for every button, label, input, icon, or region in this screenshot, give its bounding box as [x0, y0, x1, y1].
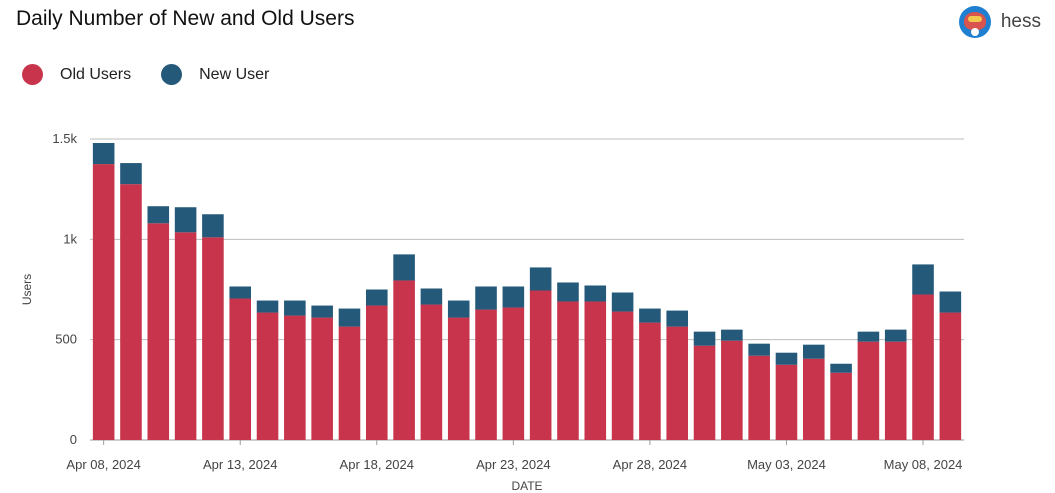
x-tick-label: Apr 08, 2024: [66, 457, 140, 472]
bar-new-user[interactable]: [802, 344, 825, 359]
bar-old-users[interactable]: [420, 304, 443, 440]
bar-new-user[interactable]: [502, 286, 525, 308]
legend-marker-old-users: [22, 64, 43, 85]
bar-old-users[interactable]: [284, 315, 306, 440]
bar-new-user[interactable]: [721, 329, 743, 341]
bar-old-users[interactable]: [611, 311, 634, 440]
x-tick-label: May 03, 2024: [747, 457, 826, 472]
bar-old-users[interactable]: [939, 312, 962, 440]
bar-new-user[interactable]: [475, 286, 497, 310]
bar-new-user[interactable]: [639, 308, 661, 323]
bar-new-user[interactable]: [174, 207, 197, 233]
x-axis-label: DATE: [511, 479, 542, 493]
bar-old-users[interactable]: [693, 345, 716, 440]
bar-old-users[interactable]: [256, 312, 279, 440]
x-tick-label: Apr 28, 2024: [613, 457, 687, 472]
legend-item-old-users[interactable]: Old Users: [22, 64, 131, 85]
user-name: hess: [1000, 11, 1041, 32]
bar-old-users[interactable]: [393, 280, 415, 440]
bar-new-user[interactable]: [338, 308, 361, 327]
bar-old-users[interactable]: [120, 184, 142, 440]
bar-old-users[interactable]: [912, 294, 934, 440]
bar-old-users[interactable]: [775, 364, 798, 440]
bar-old-users[interactable]: [557, 301, 579, 440]
bar-new-user[interactable]: [420, 288, 443, 305]
bar-old-users[interactable]: [639, 322, 661, 440]
bar-new-user[interactable]: [748, 343, 770, 356]
y-tick-label: 0: [70, 432, 77, 447]
bar-new-user[interactable]: [256, 300, 279, 313]
x-tick-label: Apr 23, 2024: [476, 457, 550, 472]
bar-old-users[interactable]: [202, 237, 224, 440]
legend-label-new-user: New User: [199, 65, 270, 83]
legend-item-new-user[interactable]: New User: [161, 64, 269, 85]
bar-new-user[interactable]: [284, 300, 306, 316]
bar-old-users[interactable]: [857, 341, 880, 440]
bar-new-user[interactable]: [311, 305, 333, 318]
bar-new-user[interactable]: [557, 282, 579, 302]
bar-old-users[interactable]: [447, 317, 470, 440]
user-profile[interactable]: hess: [958, 6, 1041, 38]
bar-new-user[interactable]: [693, 331, 716, 346]
bar-new-user[interactable]: [147, 206, 170, 224]
bar-new-user[interactable]: [529, 267, 552, 291]
bar-old-users[interactable]: [92, 164, 115, 440]
avatar[interactable]: [958, 6, 991, 38]
bar-new-user[interactable]: [666, 310, 689, 327]
bar-old-users[interactable]: [147, 223, 170, 440]
x-tick-label: Apr 18, 2024: [340, 457, 414, 472]
bar-old-users[interactable]: [584, 301, 607, 440]
bar-old-users[interactable]: [365, 305, 388, 440]
bar-new-user[interactable]: [393, 254, 415, 281]
bar-new-user[interactable]: [229, 286, 252, 299]
bar-old-users[interactable]: [802, 358, 825, 440]
legend-marker-new-user: [161, 64, 183, 85]
bar-new-user[interactable]: [857, 331, 880, 342]
bar-new-user[interactable]: [775, 352, 798, 365]
bar-old-users[interactable]: [666, 326, 689, 440]
bar-new-user[interactable]: [365, 289, 388, 306]
bar-new-user[interactable]: [447, 300, 470, 318]
bar-new-user[interactable]: [92, 143, 115, 165]
bar-new-user[interactable]: [611, 292, 634, 312]
bar-new-user[interactable]: [830, 363, 852, 373]
bar-old-users[interactable]: [174, 232, 197, 440]
bar-old-users[interactable]: [338, 326, 361, 440]
legend-label-old-users: Old Users: [60, 65, 132, 83]
bar-new-user[interactable]: [912, 264, 934, 295]
x-tick-label: May 08, 2024: [884, 457, 963, 472]
bar-new-user[interactable]: [120, 163, 142, 185]
bar-old-users[interactable]: [830, 372, 852, 440]
bar-old-users[interactable]: [721, 340, 743, 440]
bar-old-users[interactable]: [748, 355, 770, 440]
y-tick-label: 1.5k: [52, 131, 77, 146]
bar-old-users[interactable]: [311, 317, 333, 440]
bar-old-users[interactable]: [229, 298, 252, 440]
bar-new-user[interactable]: [939, 291, 962, 313]
bar-new-user[interactable]: [202, 214, 224, 238]
chart-title: Daily Number of New and Old Users: [16, 7, 355, 30]
bar-new-user[interactable]: [884, 329, 907, 342]
x-tick-label: Apr 13, 2024: [203, 457, 277, 472]
bar-old-users[interactable]: [529, 290, 552, 441]
y-tick-label: 1k: [63, 231, 77, 246]
bar-old-users[interactable]: [502, 307, 525, 440]
y-tick-label: 500: [55, 332, 77, 347]
y-axis-label: Users: [20, 274, 34, 305]
bar-old-users[interactable]: [884, 341, 907, 440]
bar-old-users[interactable]: [475, 309, 497, 440]
bar-new-user[interactable]: [584, 285, 607, 302]
legend: Old Users New User: [22, 64, 299, 85]
